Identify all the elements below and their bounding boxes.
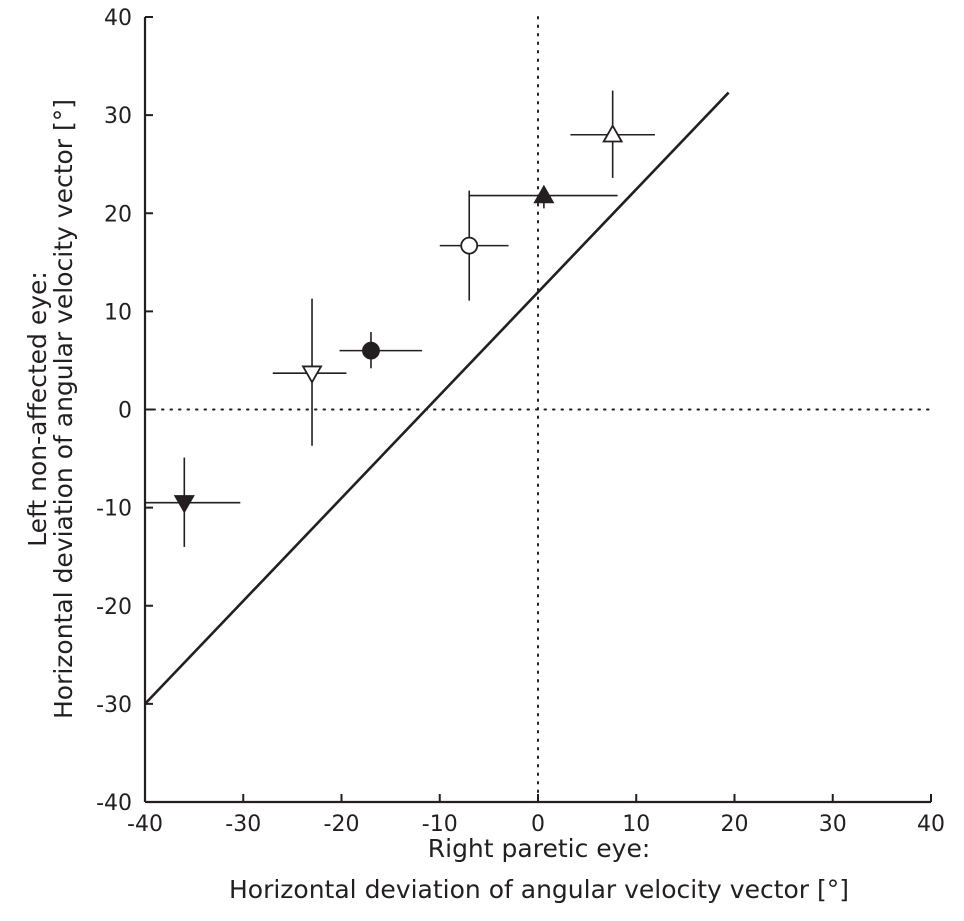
- regression-line: [144, 91, 730, 705]
- x-tick-label: -40: [127, 812, 163, 837]
- y-tick-label: 20: [104, 202, 132, 227]
- x-tick-label: 40: [917, 812, 945, 837]
- y-tick-label: 40: [104, 6, 132, 31]
- data-point: [145, 457, 241, 547]
- y-tick-label: -40: [96, 791, 132, 816]
- y-tick-label: -20: [96, 595, 132, 620]
- zero-reference-lines: [144, 16, 932, 803]
- data-point: [469, 184, 618, 209]
- regression-line-group: [144, 91, 730, 705]
- triangle-up-marker: [533, 184, 555, 204]
- circle-marker: [362, 341, 380, 360]
- x-tick-label: -10: [422, 812, 458, 837]
- x-axis-title-line1: Right paretic eye:: [428, 834, 651, 863]
- data-point: [272, 298, 347, 446]
- y-tick-label: -10: [96, 497, 132, 522]
- data-point: [439, 190, 509, 301]
- x-tick-label: 0: [531, 812, 545, 837]
- axes: -40 -30 -20 -10 0 10 20 30 40 -40 -30 -20 -10 0 10 20 30…: [96, 6, 945, 837]
- triangle-down-marker: [301, 365, 323, 385]
- triangle-down-marker: [173, 495, 195, 514]
- y-tick-label: -30: [96, 693, 132, 718]
- y-axis-title-line1: Left non-affected eye:: [23, 271, 52, 547]
- x-tick-label: -30: [225, 812, 261, 837]
- data-point: [570, 90, 655, 178]
- y-tick-label: 30: [104, 104, 132, 129]
- data-points: [145, 90, 655, 547]
- data-point: [339, 331, 423, 369]
- x-tick-label: -20: [324, 812, 360, 837]
- x-tick-label: 30: [819, 812, 847, 837]
- x-tick-label: 10: [622, 812, 650, 837]
- y-axis-title-line2: Horizontal deviation of angular velocity…: [49, 99, 78, 719]
- y-tick-label: 0: [118, 399, 132, 424]
- x-tick-label: 20: [721, 812, 749, 837]
- triangle-up-marker: [602, 123, 624, 143]
- y-tick-label: 10: [104, 300, 132, 325]
- x-axis-title-line2: Horizontal deviation of angular velocity…: [229, 875, 849, 904]
- circle-marker: [460, 236, 479, 255]
